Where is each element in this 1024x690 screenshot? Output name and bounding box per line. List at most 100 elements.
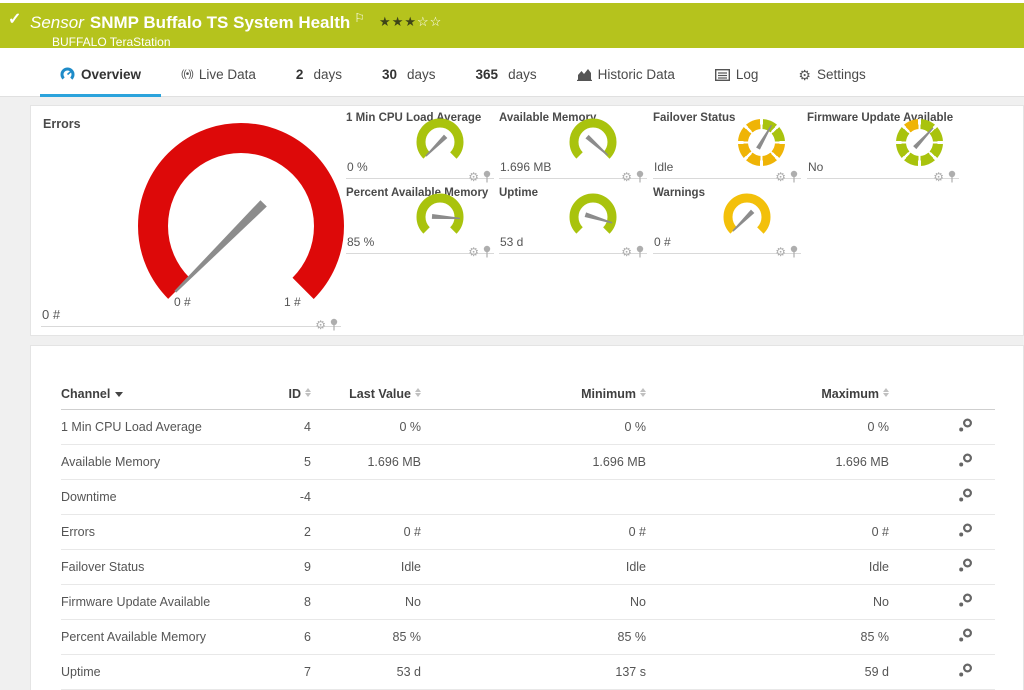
tab-log[interactable]: Log bbox=[695, 67, 779, 97]
tab-365-days[interactable]: 365 days bbox=[475, 67, 537, 82]
area-chart-icon bbox=[576, 69, 592, 81]
tab-live-data[interactable]: ((•)) Live Data bbox=[161, 67, 276, 97]
gauge-settings-icon[interactable]: ⚙ bbox=[315, 317, 326, 332]
tab-label: Historic Data bbox=[597, 67, 675, 82]
tab-label: days bbox=[508, 67, 537, 82]
channel-settings-icon[interactable] bbox=[958, 418, 973, 436]
table-header-row: Channel ID Last Value Minimum Maximum bbox=[61, 383, 995, 410]
gauge-value: 0 # bbox=[654, 235, 671, 249]
channel-name[interactable]: 1 Min CPU Load Average bbox=[61, 409, 256, 445]
object-type-label: Sensor bbox=[30, 13, 84, 32]
gauge-settings-icon[interactable]: ⚙ bbox=[775, 169, 786, 184]
tab-label: Overview bbox=[81, 67, 142, 82]
channel-settings-icon[interactable] bbox=[958, 628, 973, 646]
priority-stars[interactable]: ★★★☆☆ bbox=[379, 14, 443, 29]
pin-icon[interactable] bbox=[947, 170, 957, 183]
errors-gauge bbox=[138, 122, 344, 314]
failover-gauge bbox=[738, 119, 785, 166]
col-header-last-value[interactable]: Last Value bbox=[311, 383, 421, 410]
col-header-id[interactable]: ID bbox=[256, 383, 311, 410]
gauge-tile-warnings[interactable]: Warnings 0 # ⚙ bbox=[653, 187, 801, 258]
gauge-settings-icon[interactable]: ⚙ bbox=[621, 244, 632, 259]
sort-icon bbox=[415, 387, 421, 397]
channel-name[interactable]: Errors bbox=[61, 514, 256, 550]
gauges-panel: Errors 0 # 1 # 0 # ⚙ 1 Min CPU Load Aver… bbox=[30, 105, 1024, 336]
gauge-tile-percent-memory[interactable]: Percent Available Memory 85 % ⚙ bbox=[346, 187, 494, 258]
gauge-needle bbox=[174, 200, 267, 293]
channel-settings-icon[interactable] bbox=[958, 523, 973, 541]
table-row: Available Memory 5 1.696 MB 1.696 MB 1.6… bbox=[61, 444, 995, 480]
flag-icon[interactable]: ⚐ bbox=[354, 11, 366, 25]
gauge-tile-errors[interactable]: Errors 0 # 1 # 0 # ⚙ bbox=[41, 111, 344, 331]
channel-name[interactable]: Uptime bbox=[61, 654, 256, 690]
pin-icon[interactable] bbox=[789, 245, 799, 258]
tab-historic-data[interactable]: Historic Data bbox=[557, 67, 695, 97]
gauge-title: Errors bbox=[43, 117, 81, 131]
gauge-tile-available-memory[interactable]: Available Memory 1.696 MB ⚙ bbox=[499, 112, 647, 183]
channel-name[interactable]: Firmware Update Available bbox=[61, 584, 256, 620]
gauge-needle bbox=[431, 214, 461, 220]
gauge-scale-max: 1 # bbox=[284, 295, 301, 309]
gauge-needle bbox=[913, 127, 934, 150]
tab-settings[interactable]: ⚙ Settings bbox=[778, 67, 869, 97]
top-strip bbox=[0, 0, 1024, 3]
table-row: Failover Status 9 Idle Idle Idle bbox=[61, 549, 995, 585]
gauge-settings-icon[interactable]: ⚙ bbox=[468, 169, 479, 184]
table-row: Errors 2 0 # 0 # 0 # bbox=[61, 514, 995, 550]
pin-icon[interactable] bbox=[635, 245, 645, 258]
gauge-tile-uptime[interactable]: Uptime 53 d ⚙ bbox=[499, 187, 647, 258]
gauge-tile-failover-status[interactable]: Failover Status Idle ⚙ bbox=[653, 112, 801, 183]
pin-icon[interactable] bbox=[789, 170, 799, 183]
col-header-maximum[interactable]: Maximum bbox=[646, 383, 889, 410]
channel-table: Channel ID Last Value Minimum Maximum 1 … bbox=[61, 383, 995, 690]
pin-icon[interactable] bbox=[482, 170, 492, 183]
gauge-title: Failover Status bbox=[653, 112, 736, 124]
col-header-minimum[interactable]: Minimum bbox=[421, 383, 646, 410]
sort-desc-icon bbox=[115, 392, 124, 397]
gauge-settings-icon[interactable]: ⚙ bbox=[468, 244, 479, 259]
pin-icon[interactable] bbox=[482, 245, 492, 258]
tab-2-days[interactable]: 2 days bbox=[295, 67, 342, 82]
gear-icon: ⚙ bbox=[798, 66, 811, 83]
channel-settings-icon[interactable] bbox=[958, 488, 973, 506]
gauge-value: 85 % bbox=[347, 235, 375, 249]
channel-settings-icon[interactable] bbox=[958, 663, 973, 681]
col-header-channel[interactable]: Channel bbox=[61, 383, 256, 410]
tab-bar: Overview ((•)) Live Data 2 days 30 days … bbox=[0, 48, 1024, 97]
parent-device-name[interactable]: BUFFALO TeraStation bbox=[52, 35, 171, 49]
channel-name[interactable]: Failover Status bbox=[61, 549, 256, 585]
channel-name[interactable]: Percent Available Memory bbox=[61, 619, 256, 655]
tab-overview[interactable]: Overview bbox=[40, 67, 162, 97]
gauge-value: 53 d bbox=[500, 235, 524, 249]
memory-gauge bbox=[569, 118, 617, 166]
live-broadcast-icon: ((•)) bbox=[181, 69, 194, 80]
gauge-icon bbox=[60, 67, 75, 82]
tab-label: Live Data bbox=[198, 67, 256, 82]
gauge-title: Warnings bbox=[653, 187, 705, 199]
tab-30-days[interactable]: 30 days bbox=[381, 67, 436, 82]
gauge-settings-icon[interactable]: ⚙ bbox=[621, 169, 632, 184]
gauge-value: No bbox=[808, 160, 824, 174]
channel-settings-icon[interactable] bbox=[958, 593, 973, 611]
sensor-header: ✓ Sensor SNMP Buffalo TS System Health ⚐ ★★… bbox=[0, 3, 1024, 49]
uptime-gauge bbox=[569, 193, 617, 241]
gauge-needle bbox=[732, 209, 755, 232]
gauge-tile-cpu-load[interactable]: 1 Min CPU Load Average 0 % ⚙ bbox=[346, 112, 494, 183]
table-row: Uptime 7 53 d 137 s 59 d bbox=[61, 654, 995, 690]
pin-icon[interactable] bbox=[329, 318, 339, 331]
channel-name[interactable]: Downtime bbox=[61, 479, 256, 515]
gauge-tile-firmware-update[interactable]: Firmware Update Available No ⚙ bbox=[807, 112, 959, 183]
pin-icon[interactable] bbox=[635, 170, 645, 183]
gauge-needle bbox=[584, 212, 613, 224]
channel-settings-icon[interactable] bbox=[958, 453, 973, 471]
channel-name[interactable]: Available Memory bbox=[61, 444, 256, 480]
gauge-settings-icon[interactable]: ⚙ bbox=[775, 244, 786, 259]
table-row: Firmware Update Available 8 No No No bbox=[61, 584, 995, 620]
gauge-settings-icon[interactable]: ⚙ bbox=[933, 169, 944, 184]
gauge-scale-min: 0 # bbox=[174, 295, 191, 309]
firmware-gauge bbox=[896, 119, 943, 166]
gauge-value: Idle bbox=[654, 160, 674, 174]
channel-settings-icon[interactable] bbox=[958, 558, 973, 576]
percent-memory-gauge bbox=[416, 193, 464, 241]
warnings-gauge bbox=[723, 193, 771, 241]
